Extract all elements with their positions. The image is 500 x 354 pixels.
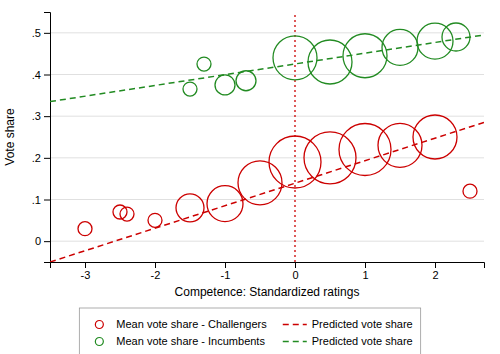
axis-line (44, 13, 51, 263)
tick-mark (44, 75, 50, 76)
chart: -3 -2 -1 0 1 2 0 .1 .2 .3 .4 .5 Competence: Standard… (0, 0, 500, 354)
bubble (148, 213, 162, 227)
tick: .2 (32, 152, 50, 164)
tick-label: .2 (32, 152, 41, 164)
tick: -3 (81, 262, 91, 281)
bubble (442, 23, 470, 51)
tick-label: 2 (432, 269, 438, 281)
grid (50, 33, 484, 241)
tick-mark (435, 262, 436, 268)
legend-symbol (283, 324, 307, 326)
legend-symbol (283, 341, 307, 343)
tick-mark (225, 262, 226, 268)
legend-item: Predicted vote share (283, 318, 413, 330)
legend-symbol (95, 321, 103, 329)
tick-label: .4 (32, 69, 41, 81)
tick: .4 (32, 69, 50, 81)
tick: -1 (221, 262, 231, 281)
grid-line (50, 241, 484, 242)
legend-symbol (95, 338, 103, 346)
tick-mark (295, 262, 296, 268)
tick-label: 1 (362, 269, 368, 281)
plot: -3 -2 -1 0 1 2 0 .1 .2 .3 .4 .5 Competence: Standard… (3, 12, 485, 299)
bubble (197, 57, 211, 71)
tick: 2 (432, 262, 438, 281)
tick-mark (44, 241, 50, 242)
tick-label: -3 (81, 269, 91, 281)
bubble (343, 34, 387, 78)
series (78, 115, 477, 236)
grid-line (50, 116, 484, 117)
trend-line (50, 35, 484, 102)
bubble (413, 115, 457, 159)
axis-line (51, 263, 485, 269)
bubble (378, 123, 422, 167)
legend-label: Predicted vote share (312, 318, 413, 330)
tick-label: 0 (35, 235, 41, 247)
tick-mark (44, 200, 50, 201)
tick-mark (365, 262, 366, 268)
tick: 1 (362, 262, 368, 281)
tick-label: -1 (221, 269, 231, 281)
y-axis-title: Vote share (3, 108, 17, 166)
tick: 0 (292, 262, 298, 281)
tick-mark (155, 262, 156, 268)
bubble (78, 222, 92, 236)
tick: -2 (151, 262, 161, 281)
legend: Mean vote share - Challengers Mean vote s… (79, 308, 420, 354)
bubble (238, 161, 282, 205)
trend-line (50, 122, 484, 262)
tick-label: -2 (151, 269, 161, 281)
tick-label: .1 (32, 194, 41, 206)
bubble (215, 75, 235, 95)
tick: .5 (32, 27, 50, 39)
grid-line (50, 74, 484, 75)
legend-frame (79, 308, 420, 354)
legend-label: Mean vote share - Incumbents (116, 335, 265, 347)
bubble (183, 82, 197, 96)
tick-label: .5 (32, 27, 41, 39)
bubble (417, 23, 453, 59)
series (183, 23, 470, 96)
bubble (382, 29, 418, 65)
tick-mark (44, 116, 50, 117)
bubble (207, 186, 243, 222)
bubble (304, 132, 356, 184)
x-axis-title: Competence: Standardized ratings (175, 285, 360, 299)
bubble (269, 136, 321, 188)
grid-line (50, 199, 484, 200)
tick: .3 (32, 110, 50, 122)
bubble (176, 194, 204, 222)
tick-mark (44, 158, 50, 159)
tick-mark (85, 262, 86, 268)
bubble (463, 184, 477, 198)
tick: .1 (32, 194, 50, 206)
bubble (236, 71, 256, 91)
legend-label: Predicted vote share (312, 335, 413, 347)
x-axis: -3 -2 -1 0 1 2 (51, 262, 485, 281)
legend-item: Mean vote share - Challengers (95, 318, 267, 330)
tick-label: 0 (292, 269, 298, 281)
legend-item: Predicted vote share (283, 335, 413, 347)
bubble (120, 207, 134, 221)
marks (50, 12, 484, 262)
legend-label: Mean vote share - Challengers (116, 318, 267, 330)
tick-label: .3 (32, 110, 41, 122)
legend-item: Mean vote share - Incumbents (95, 335, 265, 347)
tick: 0 (35, 235, 50, 247)
y-axis: 0 .1 .2 .3 .4 .5 (32, 13, 51, 263)
tick-mark (44, 33, 50, 34)
reference-line (294, 12, 295, 262)
